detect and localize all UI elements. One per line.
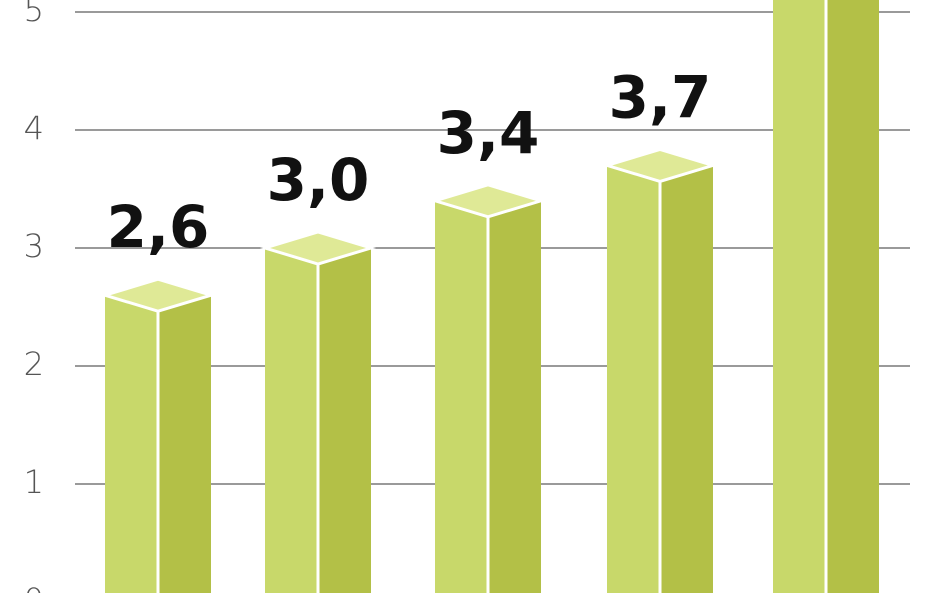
value-label: 3,0 xyxy=(267,146,370,214)
y-tick-label: 2 xyxy=(24,345,44,383)
y-tick-label: 5 xyxy=(24,0,44,29)
bar-top xyxy=(429,183,547,219)
value-label: 3,7 xyxy=(609,63,712,131)
value-label: 2,6 xyxy=(107,193,210,261)
bar-side xyxy=(318,248,371,593)
bar-side xyxy=(826,0,879,593)
y-tick-label: 0 xyxy=(24,581,44,593)
bar-front xyxy=(435,200,488,593)
bar-side xyxy=(488,200,541,593)
y-tick-label: 1 xyxy=(24,463,44,501)
value-label: 3,4 xyxy=(437,99,540,167)
bar-top xyxy=(99,277,217,313)
bar-front xyxy=(607,165,660,593)
bar-front xyxy=(773,0,826,593)
bar-front xyxy=(105,295,158,593)
bar-side xyxy=(660,165,713,593)
bar-top xyxy=(601,147,719,183)
y-tick-label: 3 xyxy=(24,227,44,265)
bar-front xyxy=(265,248,318,593)
bar-side xyxy=(158,295,211,593)
y-tick-label: 4 xyxy=(24,109,44,147)
bar-top xyxy=(259,230,377,266)
